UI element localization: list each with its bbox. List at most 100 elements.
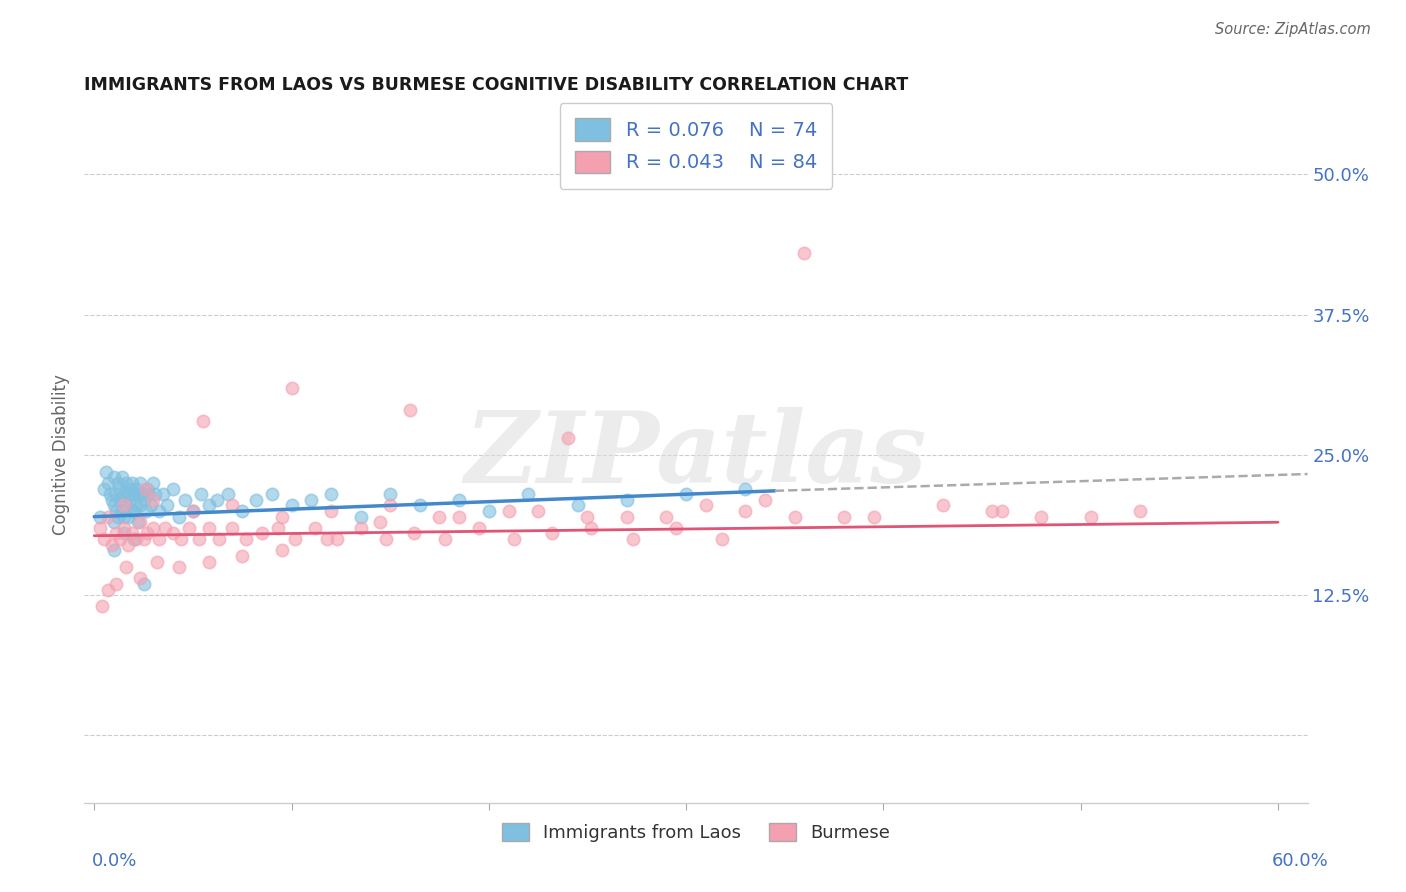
Point: [734, 482, 756, 496]
Point: [124, 532, 146, 546]
Point: [616, 509, 638, 524]
Point: [190, 487, 212, 501]
Point: [621, 532, 644, 546]
Point: [127, 515, 149, 529]
Point: [122, 532, 145, 546]
Point: [734, 504, 756, 518]
Point: [754, 492, 776, 507]
Point: [665, 521, 688, 535]
Point: [207, 532, 229, 546]
Point: [112, 499, 135, 513]
Point: [250, 526, 273, 541]
Point: [127, 487, 149, 501]
Point: [97, 475, 120, 490]
Point: [567, 499, 589, 513]
Point: [152, 487, 174, 501]
Point: [91, 599, 114, 614]
Point: [187, 532, 209, 546]
Point: [316, 532, 339, 546]
Point: [112, 487, 135, 501]
Point: [167, 560, 190, 574]
Point: [124, 482, 146, 496]
Point: [221, 521, 243, 535]
Legend: Immigrants from Laos, Burmese: Immigrants from Laos, Burmese: [495, 815, 897, 849]
Point: [104, 577, 127, 591]
Point: [103, 543, 125, 558]
Point: [245, 492, 267, 507]
Point: [104, 504, 127, 518]
Point: [94, 465, 117, 479]
Point: [832, 509, 855, 524]
Point: [434, 532, 457, 546]
Point: [124, 499, 146, 513]
Text: 60.0%: 60.0%: [1272, 852, 1329, 870]
Point: [108, 532, 131, 546]
Point: [541, 526, 564, 541]
Point: [326, 532, 349, 546]
Point: [108, 482, 131, 496]
Point: [128, 515, 150, 529]
Point: [114, 499, 136, 513]
Point: [167, 509, 190, 524]
Point: [527, 504, 550, 518]
Point: [97, 582, 120, 597]
Point: [162, 526, 184, 541]
Point: [98, 487, 121, 501]
Point: [409, 499, 432, 513]
Point: [468, 521, 491, 535]
Point: [89, 521, 111, 535]
Point: [170, 532, 193, 546]
Point: [148, 504, 170, 518]
Point: [145, 487, 167, 501]
Point: [280, 499, 302, 513]
Point: [205, 492, 228, 507]
Point: [402, 526, 425, 541]
Point: [104, 526, 127, 541]
Point: [112, 509, 135, 524]
Point: [136, 526, 159, 541]
Point: [135, 482, 157, 496]
Point: [197, 521, 219, 535]
Point: [1129, 504, 1152, 518]
Point: [117, 538, 139, 552]
Point: [141, 499, 163, 513]
Point: [136, 482, 159, 496]
Point: [148, 532, 170, 546]
Point: [581, 521, 603, 535]
Text: Source: ZipAtlas.com: Source: ZipAtlas.com: [1215, 22, 1371, 37]
Point: [131, 487, 153, 501]
Point: [862, 509, 884, 524]
Point: [217, 487, 239, 501]
Point: [162, 482, 184, 496]
Point: [122, 504, 145, 518]
Point: [181, 504, 204, 518]
Point: [197, 499, 219, 513]
Point: [121, 475, 143, 490]
Point: [142, 521, 165, 535]
Point: [114, 560, 136, 574]
Point: [104, 487, 127, 501]
Point: [793, 246, 815, 260]
Point: [103, 515, 125, 529]
Point: [1080, 509, 1102, 524]
Point: [138, 487, 160, 501]
Point: [675, 487, 697, 501]
Text: IMMIGRANTS FROM LAOS VS BURMESE COGNITIVE DISABILITY CORRELATION CHART: IMMIGRANTS FROM LAOS VS BURMESE COGNITIV…: [84, 77, 908, 95]
Point: [478, 504, 501, 518]
Point: [121, 504, 143, 518]
Point: [280, 381, 302, 395]
Point: [93, 482, 115, 496]
Point: [132, 577, 155, 591]
Point: [349, 509, 371, 524]
Text: ZIPatlas: ZIPatlas: [465, 407, 927, 503]
Point: [128, 571, 150, 585]
Point: [270, 543, 292, 558]
Point: [103, 499, 125, 513]
Point: [319, 487, 342, 501]
Point: [181, 504, 204, 518]
Point: [368, 515, 391, 529]
Point: [399, 403, 422, 417]
Point: [108, 492, 131, 507]
Point: [118, 492, 141, 507]
Point: [146, 555, 169, 569]
